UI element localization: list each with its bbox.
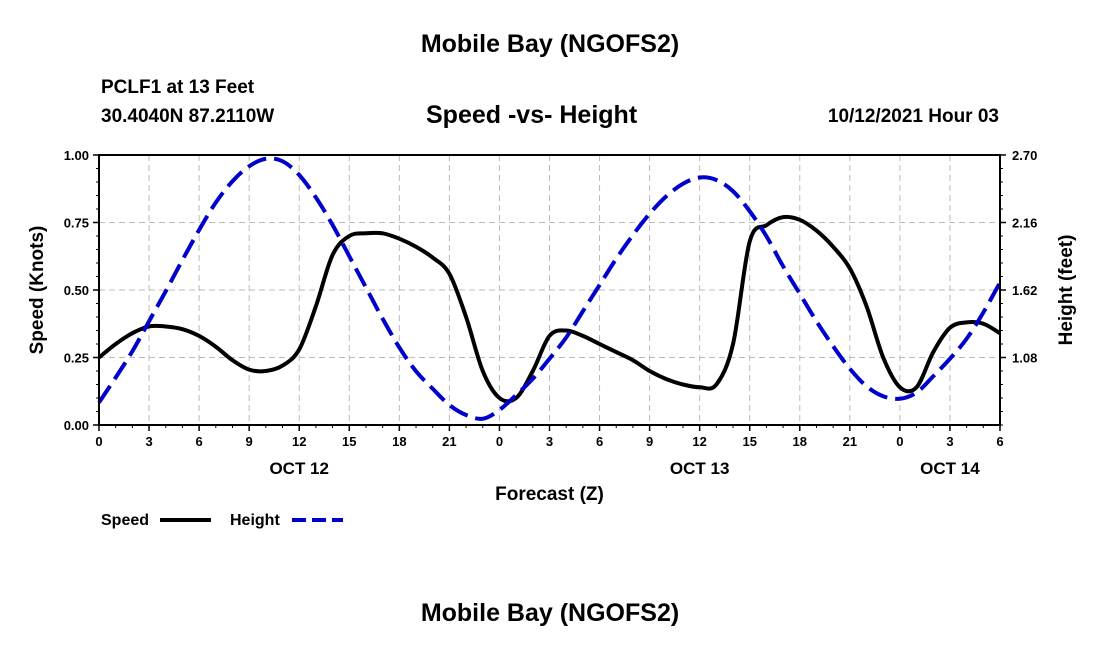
x-tick-label: 0: [95, 434, 102, 449]
x-tick-label: 21: [442, 434, 456, 449]
x-tick-label: 18: [793, 434, 807, 449]
y-axis-label: Speed (Knots): [27, 226, 48, 355]
chart-subtitle: Speed -vs- Height: [426, 101, 638, 129]
x-tick-label: 6: [195, 434, 202, 449]
x-tick-label: 18: [392, 434, 406, 449]
footer-title: Mobile Bay (NGOFS2): [420, 599, 680, 627]
y-tick-label: 0.75: [64, 216, 89, 231]
station-label: PCLF1 at 13 Feet: [101, 77, 255, 98]
x-tick-label: 12: [292, 434, 306, 449]
day-label: OCT 13: [670, 459, 730, 478]
y-tick-label: 0.50: [64, 283, 89, 298]
x-tick-label: 6: [996, 434, 1003, 449]
legend-height-label: Height: [230, 512, 280, 529]
x-tick-label: 0: [896, 434, 903, 449]
x-tick-label: 6: [596, 434, 603, 449]
x-tick-label: 9: [646, 434, 653, 449]
axes: 0 3 6 9 12 15 18 21 0 3 6 9 12 15 18 21 0 3 6 OCT 12 OCT 13 O…: [64, 148, 1038, 478]
x-tick-label: 21: [843, 434, 857, 449]
x-tick-label: 3: [145, 434, 152, 449]
x-tick-label: 12: [692, 434, 706, 449]
y-tick-label: 0.00: [64, 418, 89, 433]
y-tick-label: 1.00: [64, 148, 89, 163]
forecast-timestamp: 10/12/2021 Hour 03: [827, 106, 999, 127]
page-title: Mobile Bay (NGOFS2): [420, 30, 680, 58]
day-label: OCT 14: [920, 459, 980, 478]
y2-tick-label: 2.16: [1012, 216, 1037, 231]
speed-series-line: [97, 214, 1002, 404]
x-tick-label: 15: [742, 434, 756, 449]
x-tick-label: 15: [342, 434, 356, 449]
height-series-line: [97, 156, 1002, 421]
x-tick-label: 3: [946, 434, 953, 449]
x-tick-label: 3: [546, 434, 553, 449]
y2-axis-label: Height (feet): [1056, 235, 1077, 346]
y2-tick-label: 1.08: [1012, 351, 1037, 366]
legend: Speed Height: [101, 512, 343, 529]
legend-speed-label: Speed: [101, 512, 149, 529]
y-tick-label: 0.25: [64, 351, 89, 366]
x-tick-label: 0: [496, 434, 503, 449]
series-lines: [97, 156, 1002, 421]
y2-tick-label: 2.70: [1012, 148, 1037, 163]
x-axis-label: Forecast (Z): [495, 484, 604, 505]
day-label: OCT 12: [269, 459, 329, 478]
station-coordinates: 30.4040N 87.2110W: [101, 106, 275, 127]
grid-lines: [99, 155, 1000, 425]
y2-tick-label: 1.62: [1012, 283, 1037, 298]
x-tick-label: 9: [246, 434, 253, 449]
